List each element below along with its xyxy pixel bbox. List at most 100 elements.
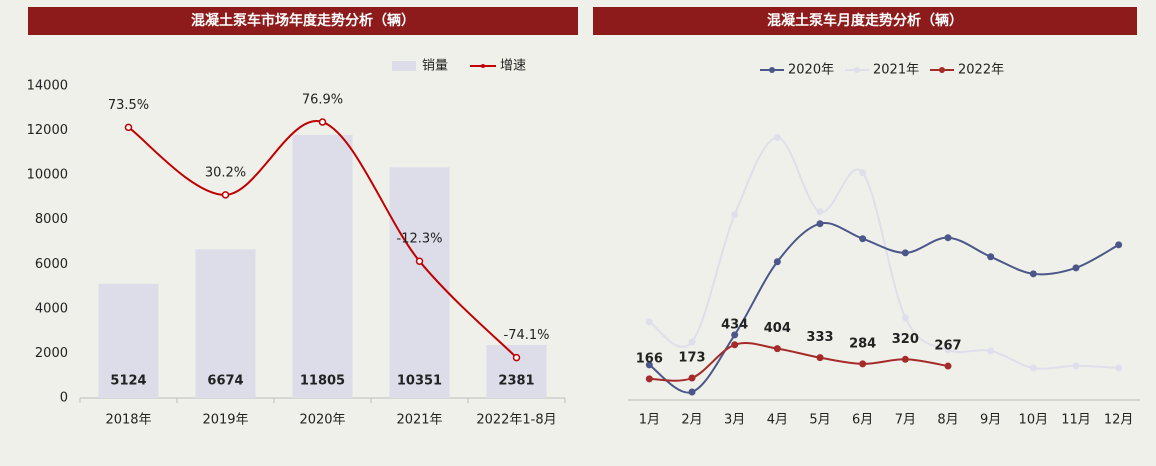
bar-label: 11805 (300, 374, 345, 389)
bar (389, 167, 450, 398)
x-tick-label: 2月 (681, 413, 702, 428)
growth-label: -12.3% (397, 232, 443, 247)
growth-point (318, 118, 327, 126)
data-label: 333 (806, 330, 833, 345)
x-tick-label: 2019年 (202, 413, 248, 428)
bar (195, 249, 256, 398)
series-point (901, 249, 909, 257)
x-tick-label: 7月 (895, 413, 916, 428)
bar (98, 283, 159, 398)
legend-label: 2021年 (873, 63, 919, 78)
legend-swatch (854, 67, 860, 73)
bar-label: 5124 (110, 374, 146, 389)
y-tick-label: 8000 (35, 212, 68, 227)
data-label: 320 (892, 332, 919, 347)
series-point (731, 211, 739, 219)
data-label: 267 (934, 339, 961, 354)
series-point (944, 362, 952, 370)
growth-point (124, 123, 133, 132)
growth-point (512, 353, 521, 362)
series-point (1029, 364, 1037, 372)
series-point (773, 258, 781, 266)
x-tick-label: 12月 (1104, 413, 1134, 428)
series-point (731, 341, 739, 349)
x-tick-label: 5月 (809, 413, 830, 428)
y-tick-label: 6000 (35, 257, 68, 272)
growth-label: 30.2% (205, 165, 246, 180)
series-point (1115, 241, 1123, 249)
series-line (649, 342, 949, 382)
chart-title: 混凝土泵车市场年度走势分析（辆） (191, 12, 415, 29)
header-bar (28, 7, 578, 35)
bar-label: 6674 (207, 374, 243, 389)
legend-label: 销量 (422, 59, 448, 74)
series-point (944, 234, 952, 242)
bar (486, 344, 547, 398)
y-tick-label: 0 (60, 391, 68, 406)
x-tick-label: 1月 (639, 413, 660, 428)
series-point (688, 374, 696, 382)
series-point (816, 208, 824, 216)
data-label: 173 (678, 350, 705, 365)
header-bar (593, 7, 1137, 35)
series-point (987, 253, 995, 261)
bar-label: 10351 (397, 374, 442, 389)
growth-point (221, 191, 230, 199)
series-point (1072, 362, 1080, 370)
series-point (773, 134, 781, 142)
bar-label: 2381 (498, 374, 534, 389)
series-point (944, 346, 952, 354)
y-tick-label: 14000 (27, 79, 68, 94)
legend-swatch (392, 61, 416, 71)
x-tick-label: 2018年 (105, 413, 151, 428)
x-tick-label: 9月 (980, 413, 1001, 428)
chart-title: 混凝土泵车月度走势分析（辆） (767, 12, 963, 29)
growth-label: 73.5% (108, 98, 149, 113)
series-point (645, 318, 653, 326)
legend-swatch (481, 64, 485, 68)
series-point (816, 220, 824, 228)
series-point (773, 345, 781, 353)
x-tick-label: 3月 (724, 413, 745, 428)
series-point (816, 354, 824, 362)
x-tick-label: 2021年 (396, 413, 442, 428)
legend-label: 2022年 (958, 63, 1004, 78)
x-tick-label: 6月 (852, 413, 873, 428)
series-point (1072, 264, 1080, 272)
series-point (1029, 270, 1037, 278)
x-tick-label: 11月 (1061, 413, 1091, 428)
x-tick-label: 2020年 (299, 413, 345, 428)
legend-swatch (939, 67, 945, 73)
series-point (688, 388, 696, 396)
data-label: 404 (764, 321, 791, 336)
y-tick-label: 10000 (27, 168, 68, 183)
data-label: 284 (849, 336, 876, 351)
bar (292, 134, 353, 398)
y-tick-label: 12000 (27, 123, 68, 138)
growth-label: 76.9% (302, 93, 343, 108)
growth-point (415, 257, 424, 265)
series-point (859, 235, 867, 243)
data-label: 166 (636, 351, 663, 366)
x-tick-label: 10月 (1019, 413, 1049, 428)
y-tick-label: 4000 (35, 301, 68, 316)
series-point (688, 338, 696, 346)
data-label: 434 (721, 317, 748, 332)
series-point (645, 361, 653, 369)
series-point (645, 375, 653, 383)
series-point (859, 169, 867, 177)
growth-label: -74.1% (504, 328, 550, 343)
series-point (1115, 364, 1123, 372)
legend-swatch (769, 67, 775, 73)
legend-label: 2020年 (788, 63, 834, 78)
series-point (901, 355, 909, 363)
series-point (731, 331, 739, 339)
series-point (901, 314, 909, 322)
series-point (859, 360, 867, 368)
legend-label: 增速 (500, 59, 526, 74)
x-tick-label: 4月 (767, 413, 788, 428)
x-tick-label: 8月 (937, 413, 958, 428)
y-tick-label: 2000 (35, 346, 68, 361)
